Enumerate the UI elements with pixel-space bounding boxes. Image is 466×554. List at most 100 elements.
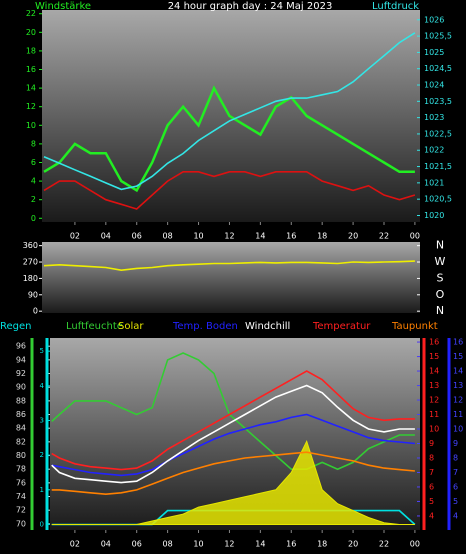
tick-label: 90 — [28, 290, 38, 299]
tick-label: 360 — [23, 241, 38, 250]
tick-label: 1020 — [424, 211, 444, 220]
tick-label: 13 — [453, 381, 463, 390]
tick-label: 1023,5 — [424, 97, 452, 106]
tick-label: 180 — [23, 274, 38, 283]
tick-label: 9 — [453, 439, 458, 448]
tick-label: 80 — [16, 451, 26, 460]
x-tick-label: 20 — [348, 540, 358, 549]
x-tick-label: 18 — [317, 232, 327, 241]
tick-label: 92 — [16, 369, 26, 378]
tick-label: S — [437, 271, 444, 284]
tick-label: 4 — [453, 511, 458, 520]
tick-label: 76 — [16, 478, 26, 487]
tick-label: 6 — [429, 482, 434, 491]
tick-label: O — [436, 288, 445, 301]
line — [43, 260, 415, 272]
line — [51, 413, 415, 477]
line — [43, 85, 415, 193]
tick-label: 16 — [453, 338, 463, 347]
tick-label: 5 — [40, 347, 44, 355]
tick-label: 70 — [16, 519, 26, 528]
tick-label: 90 — [16, 383, 26, 392]
tick-label: 1024 — [424, 81, 444, 90]
tick-label: 5 — [453, 497, 458, 506]
x-tick-label: 00 — [410, 232, 420, 241]
tick-label: 0 — [40, 520, 44, 528]
x-tick-label: 04 — [101, 540, 111, 549]
tick-label: 12 — [26, 102, 36, 111]
tick-label: 1022,5 — [424, 129, 452, 138]
line — [51, 384, 415, 484]
tick-label: 82 — [16, 437, 26, 446]
tick-label: 10 — [26, 121, 36, 130]
tick-label: 9 — [429, 439, 434, 448]
area — [51, 439, 415, 525]
tick-label: 3 — [40, 416, 44, 424]
tick-label: 12 — [429, 396, 439, 405]
line — [51, 451, 415, 496]
tick-label: 2 — [31, 195, 36, 204]
tick-label: 0 — [33, 307, 38, 316]
tick-label: 15 — [429, 352, 439, 361]
tick-label: 8 — [31, 139, 36, 148]
tick-label: 13 — [429, 381, 439, 390]
tick-label: N — [436, 304, 444, 317]
tick-label: N — [436, 239, 444, 252]
x-tick-label: 06 — [132, 232, 142, 241]
tick-label: 11 — [429, 410, 439, 419]
x-tick-label: 16 — [286, 232, 296, 241]
tick-label: 14 — [453, 367, 463, 376]
legend-label: Taupunkt — [391, 321, 438, 332]
x-tick-label: 08 — [163, 232, 173, 241]
legend-label: Temp. Boden — [172, 321, 238, 332]
x-tick-label: 02 — [70, 540, 80, 549]
line — [43, 32, 416, 191]
tick-label: 1021,5 — [424, 162, 452, 171]
tick-label: 20 — [26, 28, 36, 37]
tick-label: 88 — [16, 396, 26, 405]
tick-label: 1021 — [424, 178, 444, 187]
tick-label: 0 — [31, 214, 36, 223]
x-tick-label: 14 — [255, 540, 265, 549]
tick-label: 74 — [16, 492, 26, 501]
tick-label: 10 — [453, 425, 463, 434]
tick-label: 78 — [16, 465, 26, 474]
tick-label: 1024,5 — [424, 64, 452, 73]
tick-label: 1025,5 — [424, 32, 452, 41]
tick-label: 11 — [453, 410, 463, 419]
x-tick-label: 22 — [379, 540, 389, 549]
tick-label: 7 — [453, 468, 458, 477]
tick-label: 15 — [453, 352, 463, 361]
legend-label: Regen — [0, 321, 32, 332]
tick-label: 94 — [16, 355, 26, 364]
x-tick-label: 00 — [410, 540, 420, 549]
x-tick-label: 04 — [101, 232, 111, 241]
x-tick-label: 08 — [163, 540, 173, 549]
tick-label: 8 — [429, 453, 434, 462]
tick-label: 1022 — [424, 146, 444, 155]
x-tick-label: 18 — [317, 540, 327, 549]
tick-label: 270 — [23, 258, 38, 267]
tick-label: 1026 — [424, 15, 444, 24]
tick-label: 12 — [453, 396, 463, 405]
tick-label: 4 — [429, 511, 434, 520]
tick-label: 84 — [16, 424, 26, 433]
tick-label: 22 — [26, 9, 36, 18]
tick-label: 4 — [40, 382, 45, 390]
tick-label: 72 — [16, 506, 26, 515]
tick-label: 18 — [26, 46, 36, 55]
legend-label: Windchill — [245, 321, 290, 332]
x-tick-label: 10 — [193, 540, 203, 549]
tick-label: 96 — [16, 342, 26, 351]
x-tick-label: 06 — [132, 540, 142, 549]
tick-label: 4 — [31, 177, 36, 186]
legend-label: Temperatur — [312, 321, 371, 332]
x-tick-label: 10 — [193, 232, 203, 241]
x-tick-label: 22 — [379, 232, 389, 241]
y-label: Windstärke — [35, 1, 91, 12]
y2-label: Luftdruck — [372, 1, 419, 12]
tick-label: 5 — [429, 497, 434, 506]
tick-label: 10 — [429, 425, 439, 434]
line — [51, 370, 415, 471]
